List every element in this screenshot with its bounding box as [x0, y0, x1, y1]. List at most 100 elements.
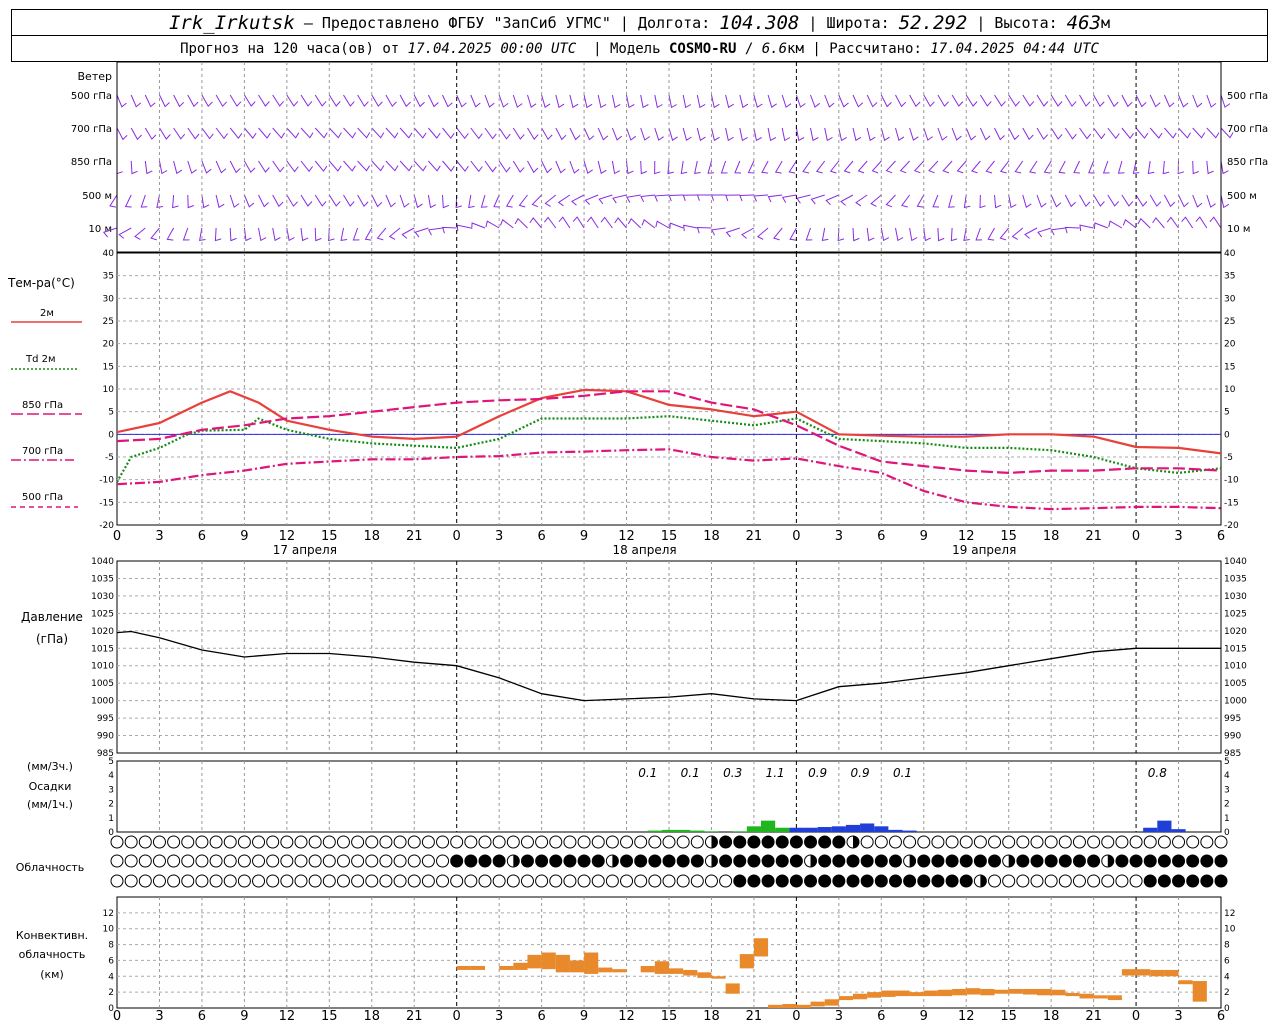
cloud-cover-circle-icon — [464, 835, 478, 849]
precip-unit-1h: (мм/1ч.) — [27, 798, 73, 811]
wind-barb-icon — [1166, 216, 1179, 229]
wind-barb-icon — [1177, 160, 1185, 175]
wind-barb-icon — [187, 160, 197, 174]
cloud-cover-circle-icon — [1101, 874, 1115, 888]
wind-barb-icon — [1163, 194, 1176, 208]
cloud-cover-half-icon — [980, 875, 987, 887]
wind-barb-icon — [413, 194, 423, 209]
conv-time-tick: 18 — [703, 1009, 720, 1024]
wind-barb-icon — [795, 94, 806, 108]
wind-barb-icon — [118, 227, 132, 239]
pressure-title: Давление — [21, 610, 83, 624]
wind-barb-icon — [1036, 127, 1049, 140]
wind-barb-icon — [427, 194, 437, 209]
cloud-cover-circle-icon — [280, 854, 294, 868]
wind-barb-icon — [951, 127, 962, 141]
wind-barb-icon — [229, 94, 242, 107]
temp-time-tick: 12 — [279, 529, 296, 544]
wind-barb-icon — [272, 94, 284, 107]
wind-barb-icon — [668, 94, 677, 109]
pressure-unit: (гПа) — [36, 632, 68, 646]
wind-barb-icon — [500, 218, 514, 229]
wind-barb-icon — [597, 94, 607, 109]
wind-barb-icon — [442, 127, 455, 140]
wind-barb-icon — [471, 222, 486, 230]
temp-time-tick: 3 — [155, 529, 163, 544]
wind-barb-icon — [442, 94, 453, 108]
cloud-cover-circle-icon — [1200, 874, 1214, 888]
cloud-cover-circle-icon — [789, 874, 803, 888]
cloud-cover-circle-icon — [365, 874, 379, 888]
cloud-cover-circle-icon — [591, 835, 605, 849]
cloud-cover-circle-icon — [379, 835, 393, 849]
cloud-cover-circle-icon — [1157, 874, 1171, 888]
cloud-cover-circle-icon — [1143, 854, 1157, 868]
wind-barb-icon — [159, 127, 171, 140]
pressure-tick-right: 995 — [1224, 714, 1241, 724]
wind-barb-icon — [1117, 160, 1125, 174]
lat-value: 52.292 — [898, 11, 968, 34]
wind-barb-icon — [413, 94, 425, 108]
cloud-cover-circle-icon — [1115, 874, 1129, 888]
cloud-cover-circle-icon — [704, 874, 718, 888]
wind-barb-icon — [541, 160, 553, 174]
wind-barb-icon — [201, 94, 213, 108]
conv-bar — [683, 969, 698, 976]
temp-time-tick: 6 — [198, 529, 206, 544]
temp-tick-right: 40 — [1224, 249, 1236, 259]
conv-time-tick: 3 — [495, 1009, 503, 1024]
wind-barb-icon — [1121, 94, 1133, 108]
precip-total-label: 0.9 — [851, 766, 870, 780]
wind-barb-icon — [852, 94, 864, 108]
precip-total-label: 0.1 — [893, 766, 912, 780]
wind-barb-icon — [470, 127, 483, 140]
conv-bar — [937, 989, 953, 997]
cloud-cover-circle-icon — [1115, 835, 1129, 849]
wind-barb-icon — [159, 160, 168, 175]
wind-barb-icon — [956, 160, 967, 174]
wind-barb-icon — [399, 94, 411, 108]
wind-barb-icon — [866, 227, 875, 242]
cloud-cover-circle-icon — [351, 835, 365, 849]
cloud-cover-circle-icon — [181, 874, 195, 888]
wind-barb-icon — [555, 94, 565, 109]
conv-time-tick: 18 — [363, 1009, 380, 1024]
conv-bar — [527, 954, 542, 969]
wind-barb-icon — [243, 227, 252, 242]
precip-total-label: 0.3 — [723, 766, 742, 780]
wind-barb-icon — [300, 160, 314, 173]
cloud-cover-circle-icon — [747, 874, 761, 888]
cloud-cover-circle-icon — [818, 854, 832, 868]
wind-barb-icon — [971, 160, 981, 174]
wind-barb-icon — [899, 160, 910, 174]
cloud-cover-circle-icon — [181, 835, 195, 849]
wind-barb-icon — [541, 127, 553, 141]
cloud-cover-circle-icon — [804, 874, 818, 888]
cloud-cover-circle-icon — [1087, 874, 1101, 888]
conv-tick-right: 10 — [1224, 925, 1236, 935]
cloud-cover-circle-icon — [1058, 874, 1072, 888]
conv-bar — [895, 990, 910, 997]
wind-barb-icon — [668, 194, 684, 202]
forecast-time: 17.04.2025 00:00 UTC — [407, 40, 577, 57]
wind-barb-icon — [428, 160, 441, 172]
wind-level-labels-right: 500 гПа 700 гПа 850 гПа 500 м 10 м — [1227, 91, 1268, 235]
cloud-cover-circle-icon — [322, 854, 336, 868]
temp-tick-left: -15 — [99, 498, 114, 508]
wind-barb-icon — [909, 227, 918, 242]
cloud-cover-circle-icon — [520, 874, 534, 888]
cloud-cover-circle-icon — [733, 874, 747, 888]
cloud-cover-circle-icon — [167, 874, 181, 888]
alt-label: Высота: — [994, 13, 1058, 32]
day-label: 17 апреля — [273, 543, 337, 557]
wind-barb-icon — [781, 194, 797, 203]
precip-bar — [860, 823, 875, 832]
conv-bar — [753, 938, 769, 957]
model-name: COSMO-RU — [668, 40, 737, 57]
temp-tick-left: 0 — [108, 430, 114, 440]
pressure-tick-right: 1000 — [1224, 697, 1247, 707]
wind-level-label: 500 гПа — [71, 91, 112, 102]
wind-barb-icon — [641, 218, 656, 229]
conv-tick-left: 6 — [108, 956, 114, 966]
wind-barb-icon — [1008, 127, 1020, 141]
